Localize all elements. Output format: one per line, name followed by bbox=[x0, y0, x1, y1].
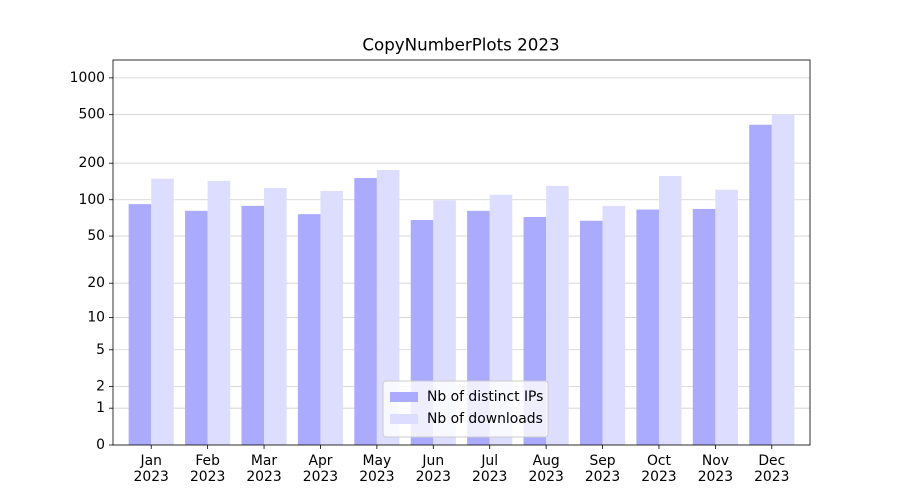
x-tick-label: Mar 2023 bbox=[246, 453, 282, 485]
x-tick-label: Oct 2023 bbox=[641, 453, 677, 485]
legend-swatch bbox=[390, 414, 418, 424]
legend-swatch bbox=[390, 392, 418, 402]
bar bbox=[692, 208, 716, 445]
x-tick-label: Sep 2023 bbox=[584, 453, 621, 485]
bar bbox=[771, 114, 795, 445]
y-tick-label: 500 bbox=[78, 107, 105, 123]
y-tick-label: 100 bbox=[78, 192, 105, 208]
y-tick-label: 20 bbox=[87, 275, 105, 291]
x-tick-label: Dec 2023 bbox=[754, 453, 790, 485]
y-tick-label: 50 bbox=[87, 228, 105, 244]
bar bbox=[579, 220, 603, 445]
plot-frame bbox=[112, 59, 811, 446]
y-tick-label: 2 bbox=[96, 379, 105, 395]
bar bbox=[320, 191, 344, 445]
bar bbox=[636, 209, 659, 445]
bar bbox=[749, 124, 772, 445]
y-tick-label: 0 bbox=[96, 437, 105, 453]
x-tick-label: Jan 2023 bbox=[133, 453, 169, 485]
y-tick-label: 200 bbox=[78, 155, 105, 171]
bar bbox=[297, 214, 321, 445]
bar bbox=[128, 204, 152, 445]
bar bbox=[658, 175, 682, 445]
x-tick-label: May 2023 bbox=[359, 453, 395, 485]
y-tick-label: 1 bbox=[96, 400, 105, 416]
bar bbox=[354, 178, 377, 445]
y-tick-label: 10 bbox=[87, 310, 105, 326]
bar bbox=[185, 210, 208, 445]
bar bbox=[715, 189, 738, 445]
x-tick-label: Nov 2023 bbox=[697, 453, 734, 485]
chart-title: CopyNumberPlots 2023 bbox=[362, 35, 559, 55]
legend-box bbox=[382, 380, 549, 438]
x-tick-label: Jul 2023 bbox=[472, 453, 508, 485]
x-tick-label: Jun 2023 bbox=[415, 453, 451, 485]
legend-label: Nb of distinct IPs bbox=[427, 389, 543, 405]
x-tick-label: Aug 2023 bbox=[528, 453, 564, 485]
bar bbox=[602, 205, 626, 445]
x-tick-label: Feb 2023 bbox=[189, 453, 226, 485]
bar bbox=[376, 169, 400, 445]
bar bbox=[151, 178, 174, 445]
bar bbox=[207, 180, 231, 446]
x-tick-label: Apr 2023 bbox=[302, 453, 339, 485]
legend: Nb of distinct IPs Nb of downloads bbox=[382, 380, 549, 438]
bar bbox=[546, 185, 569, 446]
bar bbox=[264, 187, 287, 445]
y-tick-label: 1000 bbox=[70, 70, 105, 86]
y-tick-label: 5 bbox=[96, 342, 105, 358]
bar bbox=[241, 205, 265, 445]
legend-label: Nb of downloads bbox=[427, 411, 543, 427]
